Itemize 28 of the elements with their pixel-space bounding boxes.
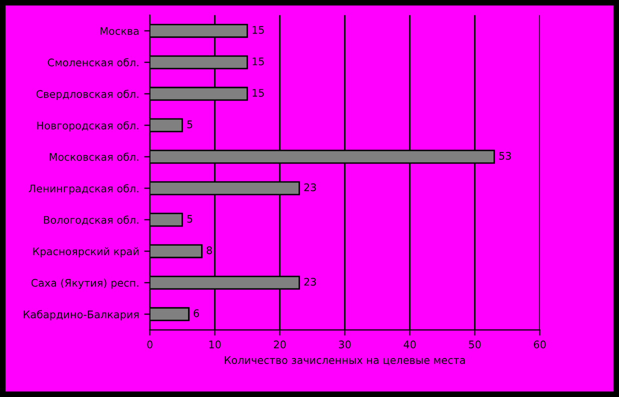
- data-label: 8: [206, 246, 212, 254]
- y-tick-label: Ленинградская обл.: [28, 184, 138, 194]
- y-tick-label: Москва: [100, 27, 138, 35]
- y-tick-label: Вологодская обл.: [44, 216, 138, 226]
- y-tick-label: Красноярский край: [33, 247, 138, 258]
- data-label: 53: [499, 152, 511, 160]
- x-tick-label: 20: [274, 340, 286, 348]
- y-tick-label: Свердловская обл.: [36, 90, 138, 100]
- data-label: 15: [252, 89, 264, 97]
- data-label: 5: [187, 120, 192, 128]
- x-tick-label: 10: [209, 340, 221, 348]
- x-tick-label: 60: [534, 340, 546, 348]
- data-label: 5: [187, 215, 192, 223]
- data-label: 15: [252, 58, 264, 66]
- y-tick-label: Кабардино-Балкария: [24, 310, 138, 320]
- data-label: 6: [194, 309, 199, 318]
- y-tick-label: Смоленская обл.: [48, 58, 138, 66]
- y-tick-label: Московская обл.: [50, 152, 138, 161]
- x-tick-label: 40: [404, 340, 416, 348]
- x-tick-label: 50: [468, 340, 481, 348]
- x-tick-label: 30: [338, 340, 351, 348]
- y-tick-label: Новгородская обл.: [37, 121, 138, 132]
- data-label: 15: [252, 26, 264, 34]
- x-tick-label: 0: [147, 340, 152, 348]
- data-label: 23: [304, 183, 316, 192]
- data-label: 23: [304, 278, 316, 286]
- x-axis-title: Количество зачисленных на целевые места: [224, 356, 465, 366]
- y-tick-label: Саха (Якутия) респ.: [31, 278, 138, 289]
